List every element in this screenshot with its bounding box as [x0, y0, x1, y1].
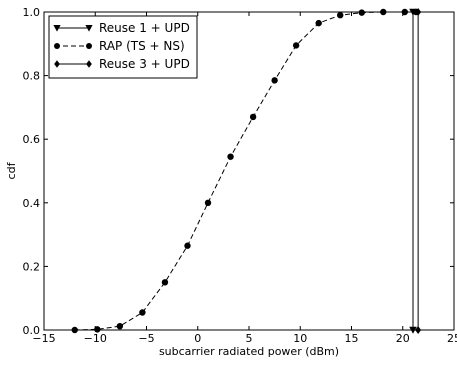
- y-tick-label: 0.2: [23, 260, 41, 273]
- x-tick-label: 15: [345, 332, 359, 345]
- legend-label: Reuse 1 + UPD: [99, 21, 190, 35]
- data-point: [227, 153, 234, 160]
- y-tick-label: 0.0: [23, 324, 41, 337]
- data-point: [337, 11, 344, 19]
- data-point: [415, 8, 422, 16]
- x-tick-label: 25: [447, 332, 457, 345]
- data-point: [292, 42, 300, 49]
- legend-box: [48, 15, 198, 79]
- legend-marker: [53, 25, 61, 32]
- data-point: [380, 8, 387, 16]
- data-point: [204, 199, 212, 206]
- data-point: [71, 326, 78, 334]
- x-axis-label: subcarrier radiated power (dBm): [159, 345, 339, 358]
- y-tick-label: 0.8: [23, 70, 41, 83]
- legend-marker: [54, 60, 60, 68]
- x-tick-label: 5: [246, 332, 253, 345]
- x-tick-label: 20: [396, 332, 410, 345]
- y-tick-label: 0.4: [23, 197, 41, 210]
- data-point: [358, 9, 365, 16]
- data-point: [249, 113, 257, 121]
- data-point: [315, 19, 322, 27]
- x-tick-label: 10: [293, 332, 307, 345]
- data-point: [184, 242, 191, 249]
- data-point: [415, 326, 422, 334]
- x-tick-label: −10: [84, 332, 107, 345]
- data-point: [161, 279, 169, 286]
- legend-marker: [85, 25, 93, 32]
- legend-marker: [86, 43, 92, 49]
- legend-marker: [86, 60, 92, 68]
- y-tick-label: 0.6: [23, 133, 41, 146]
- data-point: [271, 77, 278, 84]
- y-axis-label: cdf: [5, 161, 18, 179]
- legend-marker: [54, 43, 60, 49]
- legend-label: RAP (TS + NS): [99, 39, 185, 53]
- legend-label: Reuse 3 + UPD: [99, 57, 190, 71]
- data-point: [409, 326, 417, 334]
- data-point: [139, 309, 146, 316]
- data-point: [116, 322, 124, 330]
- x-tick-label: −15: [32, 332, 55, 345]
- x-tick-label: 0: [194, 332, 201, 345]
- y-tick-label: 1.0: [23, 6, 41, 19]
- x-tick-label: −5: [138, 332, 154, 345]
